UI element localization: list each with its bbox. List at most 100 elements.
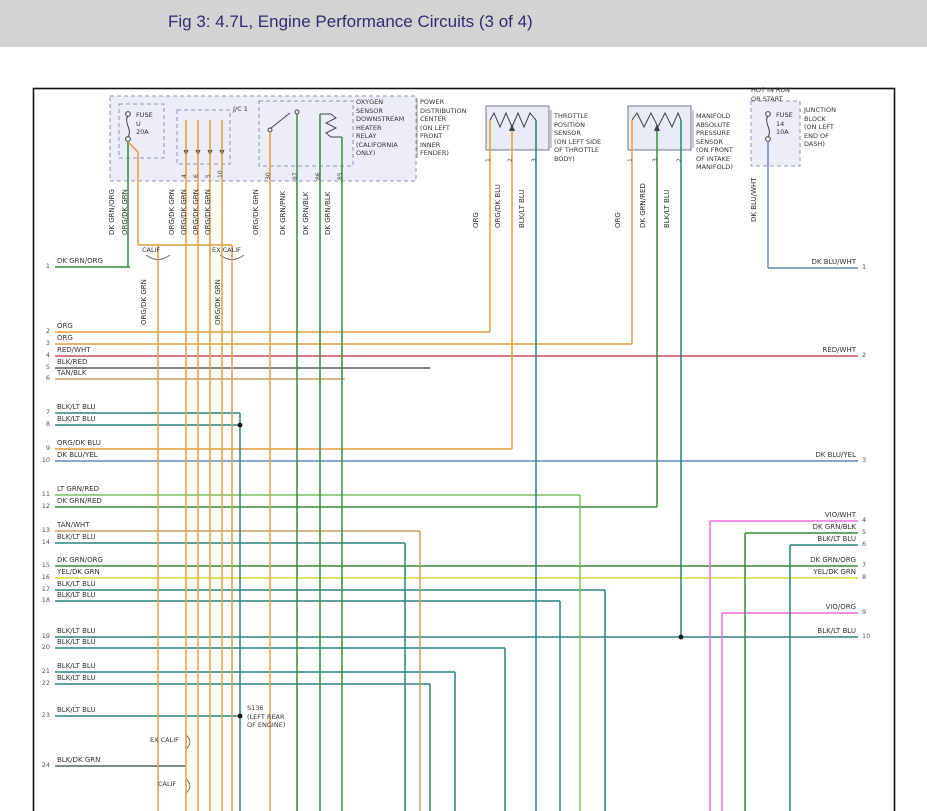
wire-label: ORG xyxy=(57,322,73,330)
vertical-wire-label: BLK/LT BLU xyxy=(663,189,671,228)
wire-label: BLK/LT BLU xyxy=(817,627,856,635)
vertical-wire-label: DK GRN/ORG xyxy=(108,189,116,235)
ex-calif-label-top: EX CALIF xyxy=(212,246,241,254)
left-terminal-number: 2 xyxy=(45,327,50,335)
vertical-wire-label: ORG xyxy=(472,212,480,228)
left-terminal-number: 1 xyxy=(45,262,50,270)
calif-label-top: CALIF xyxy=(142,246,161,254)
calif-brace-bottom xyxy=(185,778,191,794)
left-terminal-number: 20 xyxy=(41,643,50,651)
wire-label: RED/WHT xyxy=(822,346,857,354)
wire-label: BLK/LT BLU xyxy=(57,580,96,588)
wire-label: BLK/LT BLU xyxy=(57,627,96,635)
wire-layer xyxy=(55,114,858,811)
wire-label: BLK/LT BLU xyxy=(57,706,96,714)
s136-label: S136 (LEFT REAR OF ENGINE) xyxy=(247,704,286,729)
vertical-wire-label: ORG/DK GRN xyxy=(204,189,212,235)
splice-dot xyxy=(237,713,243,719)
diagram-border xyxy=(32,87,896,811)
pin-number: 6 xyxy=(193,174,200,178)
left-terminal-number: 12 xyxy=(41,502,50,510)
wire-label: VIO/ORG xyxy=(825,603,856,611)
left-terminal-number: 16 xyxy=(41,573,50,581)
map-label: MANIFOLD ABSOLUTE PRESSURE SENSOR (ON FR… xyxy=(696,112,733,171)
map-symbol xyxy=(631,111,682,131)
vertical-wire-label: ORG/DK BLU xyxy=(494,184,502,228)
vertical-wire-label: ORG/DK GRN xyxy=(140,279,148,325)
vertical-wire-label: BLK/LT BLU xyxy=(518,189,526,228)
calif-label-bottom: CALIF xyxy=(158,780,177,788)
fuse-14-label: FUSE 14 10A xyxy=(776,111,793,136)
figure-title: Fig 3: 4.7L, Engine Performance Circuits… xyxy=(168,12,533,31)
left-terminal-number: 3 xyxy=(45,339,50,347)
pin-number: 4 xyxy=(181,174,188,178)
right-terminal-number: 2 xyxy=(862,351,867,359)
left-terminal-number: 4 xyxy=(45,351,50,359)
jc1-label: J/C 1 xyxy=(233,105,248,113)
pdc-label: POWER DISTRIBUTION CENTER (ON LEFT FRONT… xyxy=(420,98,467,157)
wire-orange xyxy=(127,141,139,153)
left-terminal-number: 7 xyxy=(45,408,50,416)
pin-number: 5 xyxy=(205,174,212,178)
vertical-wire-label: ORG/DK GRN xyxy=(121,189,129,235)
vertical-wire-label: ORG/DK GRN xyxy=(168,189,176,235)
left-terminal-number: 10 xyxy=(41,456,50,464)
pin-number: 10 xyxy=(217,170,224,178)
pin-number: 86 xyxy=(315,172,322,180)
left-terminal-number: 8 xyxy=(45,420,50,428)
wire-label: BLK/LT BLU xyxy=(817,535,856,543)
tps-symbol xyxy=(489,111,537,131)
left-terminal-number: 6 xyxy=(45,374,50,382)
wire-label: LT GRN/RED xyxy=(57,485,99,493)
ex-calif-label-bottom: EX CALIF xyxy=(150,736,179,744)
wire-label: BLK/LT BLU xyxy=(57,638,96,646)
left-terminal-number: 19 xyxy=(41,632,50,640)
wire-label: DK GRN/RED xyxy=(57,497,102,505)
wire-label: RED/WHT xyxy=(57,346,91,354)
wire-label: BLK/RED xyxy=(57,358,88,366)
right-terminal-number: 1 xyxy=(862,263,867,271)
wire-label: DK BLU/YEL xyxy=(57,451,98,459)
left-terminal-number: 17 xyxy=(41,585,50,593)
left-terminal-number: 18 xyxy=(41,596,50,604)
throttle-position-sensor-box xyxy=(485,105,550,151)
left-terminal-number: 24 xyxy=(41,761,50,769)
splice-dot xyxy=(678,634,684,640)
junction-block-label: JUNCTION BLOCK (ON LEFT END OF DASH) xyxy=(804,106,836,148)
wire-label: DK GRN/ORG xyxy=(810,556,856,564)
pin-number: 3 xyxy=(652,158,659,162)
left-terminal-number: 13 xyxy=(41,526,50,534)
splice-dot xyxy=(237,422,243,428)
pin-number: 2 xyxy=(507,158,514,162)
wire-label: DK GRN/ORG xyxy=(57,556,103,564)
wire-label: BLK/DK GRN xyxy=(57,756,101,764)
vertical-wire-label: ORG/DK GRN xyxy=(252,189,260,235)
left-terminal-number: 21 xyxy=(41,667,50,675)
wire-label: BLK/LT BLU xyxy=(57,415,96,423)
left-terminal-number: 5 xyxy=(45,363,50,371)
wire-label: ORG xyxy=(57,334,73,342)
pin-number: 2 xyxy=(676,158,683,162)
right-terminal-number: 8 xyxy=(862,573,867,581)
pin-number: 85 xyxy=(337,172,344,180)
vertical-wire-label: ORG/DK GRN xyxy=(214,279,222,325)
pin-number: 1 xyxy=(627,158,634,162)
wire-label: BLK/LT BLU xyxy=(57,403,96,411)
vertical-wire-label: ORG/DK GRN xyxy=(192,189,200,235)
wire-label: TAN/BLK xyxy=(57,369,87,377)
wire-label: DK BLU/YEL xyxy=(815,451,856,459)
vertical-wire-label: ORG xyxy=(614,212,622,228)
right-terminal-number: 5 xyxy=(862,528,867,536)
vertical-wire-label: ORG/DK GRN xyxy=(180,189,188,235)
wire-label: ORG/DK BLU xyxy=(57,439,101,447)
left-terminal-number: 11 xyxy=(41,490,50,498)
wire-label: TAN/WHT xyxy=(57,521,90,529)
left-terminal-number: 15 xyxy=(41,561,50,569)
right-terminal-number: 7 xyxy=(862,561,867,569)
vertical-wire-label: DK GRN/RED xyxy=(639,183,647,228)
hot-in-run-label: HOT IN RUN OR START xyxy=(751,86,791,103)
right-terminal-number: 10 xyxy=(862,632,871,640)
tps-label: THROTTLE POSITION SENSOR (ON LEFT SIDE O… xyxy=(554,112,602,163)
vertical-wire-label: DK GRN/BLK xyxy=(302,191,310,235)
wire-label: YEL/DK GRN xyxy=(813,568,856,576)
